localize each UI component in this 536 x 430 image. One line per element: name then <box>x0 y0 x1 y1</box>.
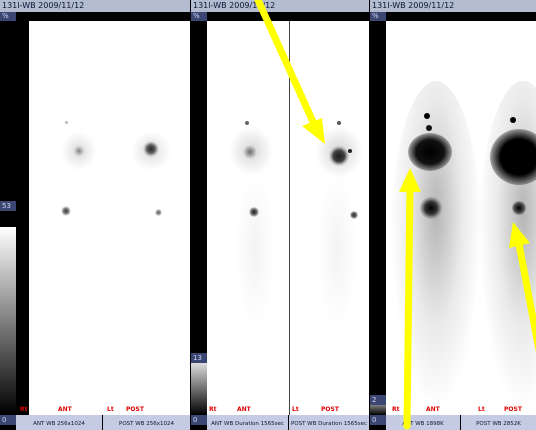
label-rt: Rt <box>209 406 217 413</box>
percent-box <box>191 12 207 21</box>
scale-max-label: 2 <box>370 395 386 405</box>
scan-panel-3: 131I-WB 2009/11/12 % 2 0 Rt ANT Lt POST … <box>370 0 536 430</box>
scale-min-label: 0 <box>370 415 386 425</box>
scale-min-label: 0 <box>191 415 207 425</box>
footer-post: POST WB 256x1024 <box>103 415 190 430</box>
label-ant: ANT <box>58 406 72 413</box>
scale-min-label: 0 <box>0 415 16 425</box>
label-rt: Rt <box>392 406 400 413</box>
percent-box <box>370 12 386 21</box>
scan-panel-2: 131I-WB 2009/11/12 % 13 0 Rt ANT Lt POST… <box>191 0 369 430</box>
panel-header: 131I-WB 2009/11/12 <box>0 0 190 12</box>
percent-box <box>0 12 16 21</box>
intensity-scale-bar: 53 0 <box>0 21 16 425</box>
label-lt: Lt <box>478 406 485 413</box>
scale-max-label: 13 <box>191 353 207 363</box>
scan-image-field <box>207 21 369 415</box>
footer-post: POST WB Duration 1565sec <box>289 415 369 430</box>
scan-panel-1: 131I-WB 2009/11/12 % 53 0 Rt ANT Lt POST… <box>0 0 190 430</box>
footer-post: POST WB 2852K <box>461 415 536 430</box>
label-post: POST <box>321 406 339 413</box>
percent-label: % <box>193 12 200 20</box>
scan-image-field <box>29 21 190 415</box>
intensity-scale-bar: 13 0 <box>191 21 207 425</box>
label-lt: Lt <box>292 406 299 413</box>
footer-ant: ANT WB 256x1024 <box>16 415 102 430</box>
panel-header: 131I-WB 2009/11/12 <box>370 0 536 12</box>
panel-header: 131I-WB 2009/11/12 <box>191 0 369 12</box>
footer-ant: ANT WB 1898K <box>386 415 460 430</box>
label-ant: ANT <box>237 406 251 413</box>
scale-max-label: 53 <box>0 201 16 211</box>
label-ant: ANT <box>426 406 440 413</box>
scan-image-field <box>386 21 536 415</box>
footer-ant: ANT WB Duration 1565sec <box>207 415 288 430</box>
percent-label: % <box>2 12 9 20</box>
label-post: POST <box>126 406 144 413</box>
label-rt: Rt <box>20 406 28 413</box>
percent-label: % <box>372 12 379 20</box>
label-lt: Lt <box>107 406 114 413</box>
label-post: POST <box>504 406 522 413</box>
intensity-scale-bar: 2 0 <box>370 21 386 425</box>
